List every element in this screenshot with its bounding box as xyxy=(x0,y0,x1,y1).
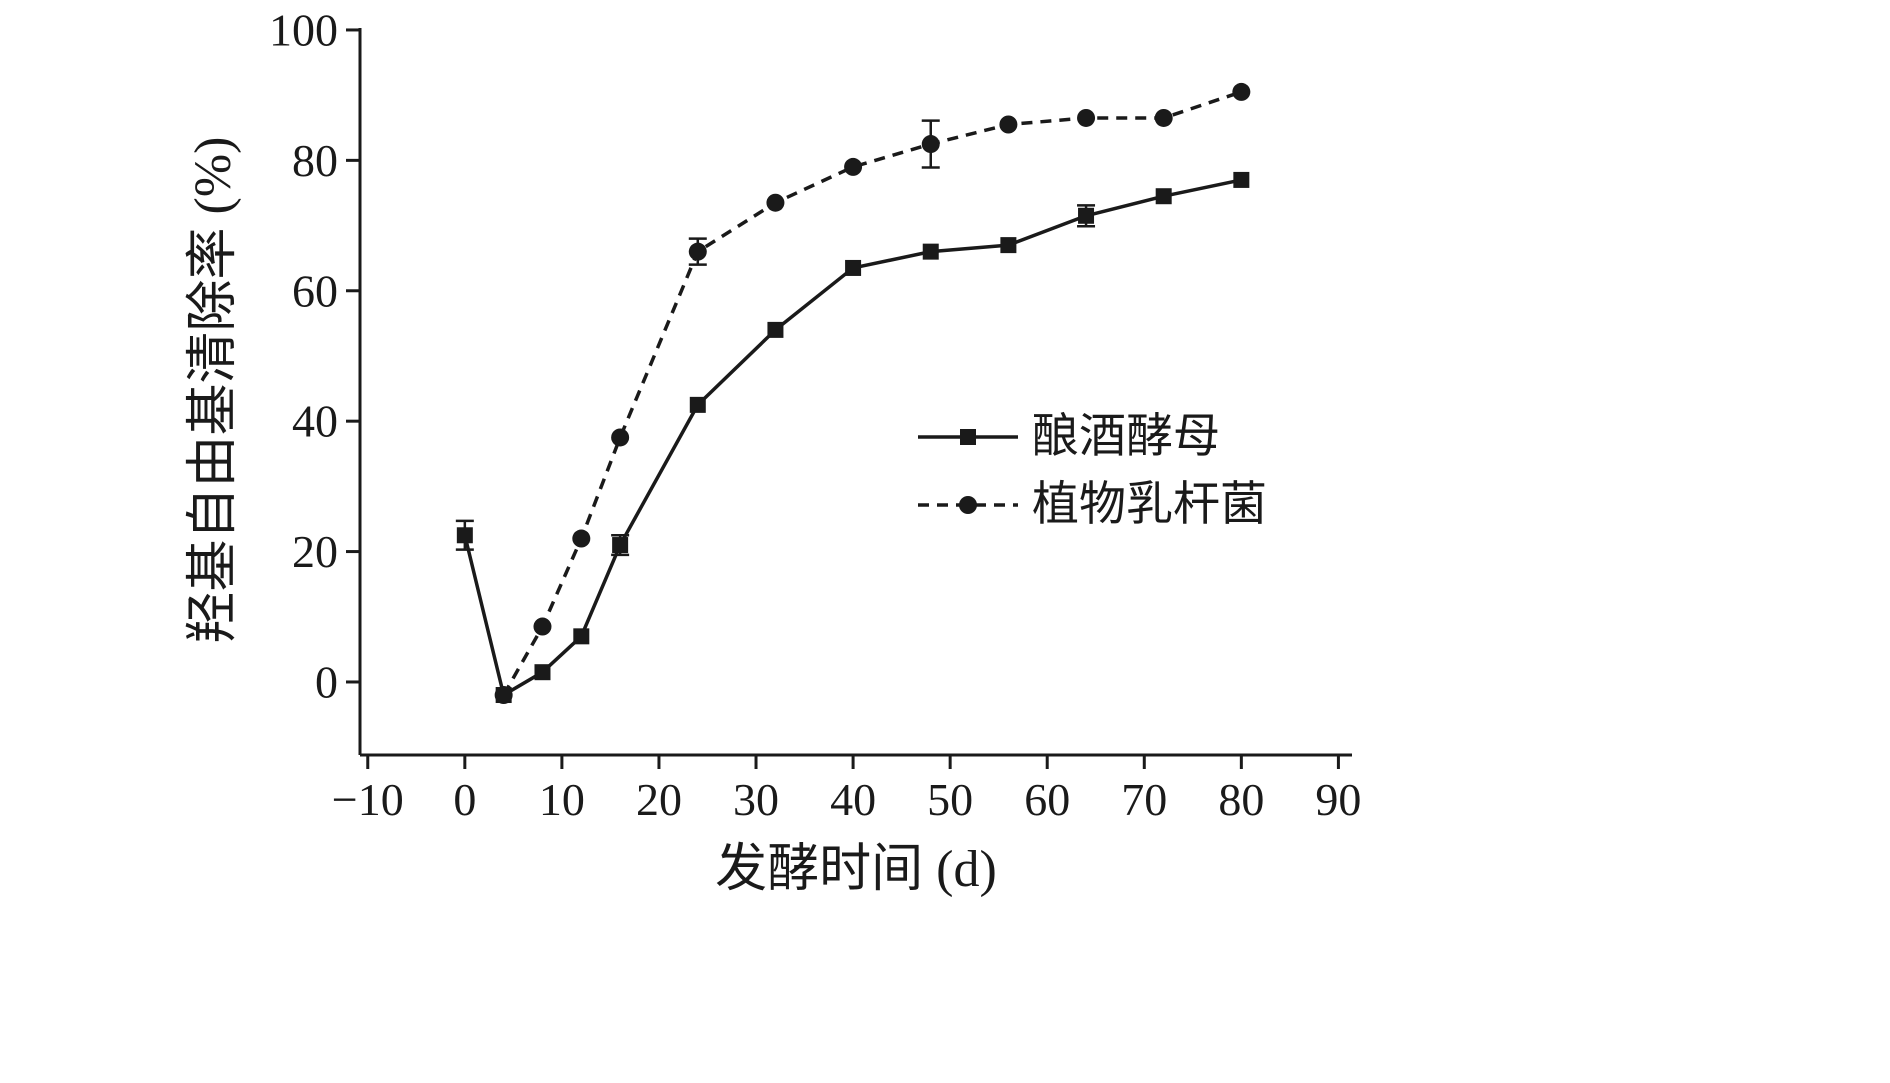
square-marker xyxy=(1000,237,1017,254)
y-tick-label: 80 xyxy=(292,135,338,186)
circle-marker xyxy=(921,135,940,154)
square-marker xyxy=(456,527,473,544)
x-tick-label: 20 xyxy=(636,774,682,825)
square-marker xyxy=(534,664,551,681)
circle-marker xyxy=(1232,82,1251,101)
x-tick-label: 70 xyxy=(1121,774,1167,825)
legend-label-yeast: 酿酒酵母 xyxy=(1032,411,1220,463)
series-line xyxy=(502,90,1242,696)
square-marker xyxy=(1155,188,1172,205)
plot-area: −10 0 10 20 30 40 50 60 70 80 90 0 20 40 60 80 100 xyxy=(269,4,1361,825)
legend-circle-marker xyxy=(959,496,977,514)
x-tick-label: 50 xyxy=(927,774,973,825)
circle-marker xyxy=(533,617,552,636)
circle-marker xyxy=(572,529,591,548)
x-tick-label: 60 xyxy=(1024,774,1070,825)
x-axis-title: 发酵时间 (d) xyxy=(715,841,997,898)
legend: 酿酒酵母 植物乳杆菌 xyxy=(918,411,1267,531)
x-tick-label: 10 xyxy=(539,774,585,825)
legend-label-lactobacillus: 植物乳杆菌 xyxy=(1032,479,1267,531)
square-marker xyxy=(922,243,939,260)
x-tick-label: −10 xyxy=(332,774,404,825)
circle-marker xyxy=(1154,108,1173,127)
circle-marker xyxy=(844,157,863,176)
x-tick-label: 90 xyxy=(1315,774,1361,825)
square-marker xyxy=(1233,171,1250,188)
x-tick-label: 0 xyxy=(453,774,476,825)
square-marker xyxy=(689,396,706,413)
y-tick-label: 100 xyxy=(269,4,338,55)
series-yeast xyxy=(455,171,1250,704)
circle-marker xyxy=(1077,108,1096,127)
circle-marker xyxy=(766,193,785,212)
circle-marker xyxy=(999,115,1018,134)
y-tick-label: 20 xyxy=(292,526,338,577)
square-marker xyxy=(1078,207,1095,224)
square-marker xyxy=(573,628,590,645)
circle-marker xyxy=(611,428,630,447)
circle-marker xyxy=(494,686,513,705)
square-marker xyxy=(845,259,862,276)
x-tick-label: 30 xyxy=(733,774,779,825)
y-axis-title: 羟基自由基清除率 (%) xyxy=(185,137,242,644)
x-tick-label: 40 xyxy=(830,774,876,825)
square-marker xyxy=(767,321,784,338)
y-tick-label: 0 xyxy=(315,656,338,707)
square-marker xyxy=(612,537,629,554)
y-tick-label: 60 xyxy=(292,265,338,316)
legend-square-marker xyxy=(960,429,976,445)
circle-marker xyxy=(688,242,707,261)
y-tick-label: 40 xyxy=(292,396,338,447)
series-lactobacillus xyxy=(494,82,1251,705)
x-tick-label: 80 xyxy=(1218,774,1264,825)
